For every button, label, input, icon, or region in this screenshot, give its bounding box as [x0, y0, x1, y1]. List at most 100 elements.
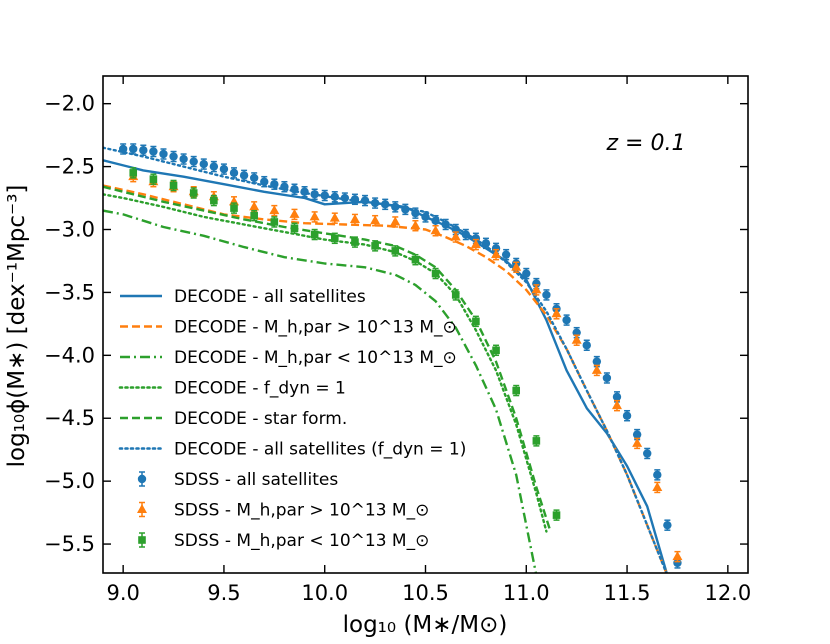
data-point	[652, 481, 663, 491]
legend-label: DECODE - all satellites (f_dyn = 1)	[174, 440, 466, 460]
series-line	[103, 209, 538, 573]
data-point	[612, 392, 622, 402]
data-point	[622, 411, 632, 420]
legend-label: SDSS - M_h,par < 10^13 M_⊙	[174, 531, 429, 551]
data-point	[551, 308, 562, 318]
data-point	[330, 192, 339, 201]
data-point	[522, 269, 531, 278]
legend-item-9: SDSS - M_h,par < 10^13 M_⊙	[138, 531, 429, 551]
data-point	[159, 149, 168, 159]
data-point	[673, 558, 682, 568]
data-point	[350, 195, 360, 204]
legend-item-2: DECODE - M_h,par > 10^13 M_⊙	[120, 318, 457, 338]
legend-item-4: DECODE - f_dyn = 1	[118, 379, 346, 399]
data-point	[431, 216, 440, 225]
data-point	[552, 511, 561, 519]
data-point	[209, 162, 219, 171]
data-point	[663, 520, 672, 530]
data-point	[260, 177, 269, 186]
y-tick-label: −5.0	[44, 469, 95, 493]
y-axis-label: log₁₀ϕ(M∗) [dex⁻¹Mpc⁻³]	[4, 185, 30, 468]
data-point	[169, 181, 178, 190]
data-point	[300, 187, 309, 196]
data-point	[290, 224, 299, 233]
data-point	[532, 279, 541, 288]
data-point	[349, 213, 360, 223]
data-point	[391, 247, 400, 255]
data-point	[411, 208, 420, 218]
data-point	[310, 190, 319, 199]
data-point	[411, 255, 420, 264]
legend-label: SDSS - M_h,par > 10^13 M_⊙	[174, 501, 429, 521]
data-point	[481, 239, 491, 248]
x-axis-label: log₁₀ (M∗/M⊙)	[343, 612, 508, 638]
legend-label: DECODE - M_h,par > 10^13 M_⊙	[174, 318, 457, 338]
series-layer	[103, 143, 683, 573]
z-annotation: z = 0.1	[606, 131, 686, 156]
legend-marker	[138, 536, 146, 544]
data-point	[653, 470, 662, 480]
data-point	[118, 144, 128, 154]
data-point	[511, 261, 522, 271]
data-point	[329, 212, 340, 222]
data-point	[269, 205, 280, 215]
y-tick-label: −3.5	[44, 280, 95, 304]
data-point	[149, 175, 158, 183]
data-point	[210, 196, 218, 205]
legend-label: DECODE - f_dyn = 1	[174, 379, 346, 399]
data-point	[129, 169, 138, 177]
data-point	[591, 364, 602, 374]
data-point	[461, 230, 471, 239]
legend-marker	[137, 504, 147, 513]
data-point	[189, 157, 198, 166]
data-point	[501, 250, 511, 259]
series-line	[103, 185, 552, 532]
data-point	[270, 180, 279, 189]
data-point	[592, 357, 602, 366]
data-point	[472, 317, 480, 326]
data-point	[370, 198, 380, 208]
data-point	[189, 189, 198, 197]
x-tick-label: 9.0	[106, 581, 139, 605]
legend-item-6: DECODE - all satellites (f_dyn = 1)	[118, 440, 466, 460]
data-point	[380, 200, 390, 209]
legend-label: DECODE - M_h,par < 10^13 M_⊙	[174, 348, 457, 368]
x-tick-label: 11.5	[604, 581, 651, 605]
data-point	[179, 154, 188, 164]
data-point	[582, 341, 591, 350]
data-point	[239, 171, 249, 180]
data-point	[430, 225, 441, 235]
data-point	[491, 249, 502, 259]
data-point	[340, 193, 350, 203]
data-point	[309, 211, 320, 221]
data-point	[149, 147, 158, 156]
data-point	[571, 334, 582, 344]
data-point	[229, 168, 239, 178]
data-point	[451, 291, 460, 299]
legend-label: SDSS - all satellites	[174, 470, 338, 490]
data-point	[139, 146, 148, 155]
y-tick-label: −4.0	[44, 343, 95, 367]
legend-item-8: SDSS - M_h,par > 10^13 M_⊙	[137, 501, 429, 521]
y-tick-label: −2.0	[44, 92, 95, 116]
data-point	[230, 204, 238, 212]
data-point	[632, 430, 642, 439]
data-point	[491, 244, 501, 253]
data-point	[129, 144, 138, 154]
y-tick-label: −3.0	[44, 218, 95, 242]
x-tick-label: 10.0	[301, 581, 348, 605]
legend-item-7: SDSS - all satellites	[137, 470, 338, 490]
series-3	[103, 209, 538, 573]
data-point	[370, 215, 381, 225]
data-point	[542, 290, 551, 300]
data-point	[290, 185, 299, 194]
legend-layer: DECODE - all satellites DECODE - M_h,par …	[118, 287, 466, 551]
data-point	[320, 191, 329, 200]
data-point	[169, 152, 178, 161]
data-point	[270, 218, 279, 226]
data-point	[643, 449, 652, 458]
data-point	[512, 386, 521, 395]
data-point	[249, 201, 260, 211]
data-point	[672, 551, 683, 561]
